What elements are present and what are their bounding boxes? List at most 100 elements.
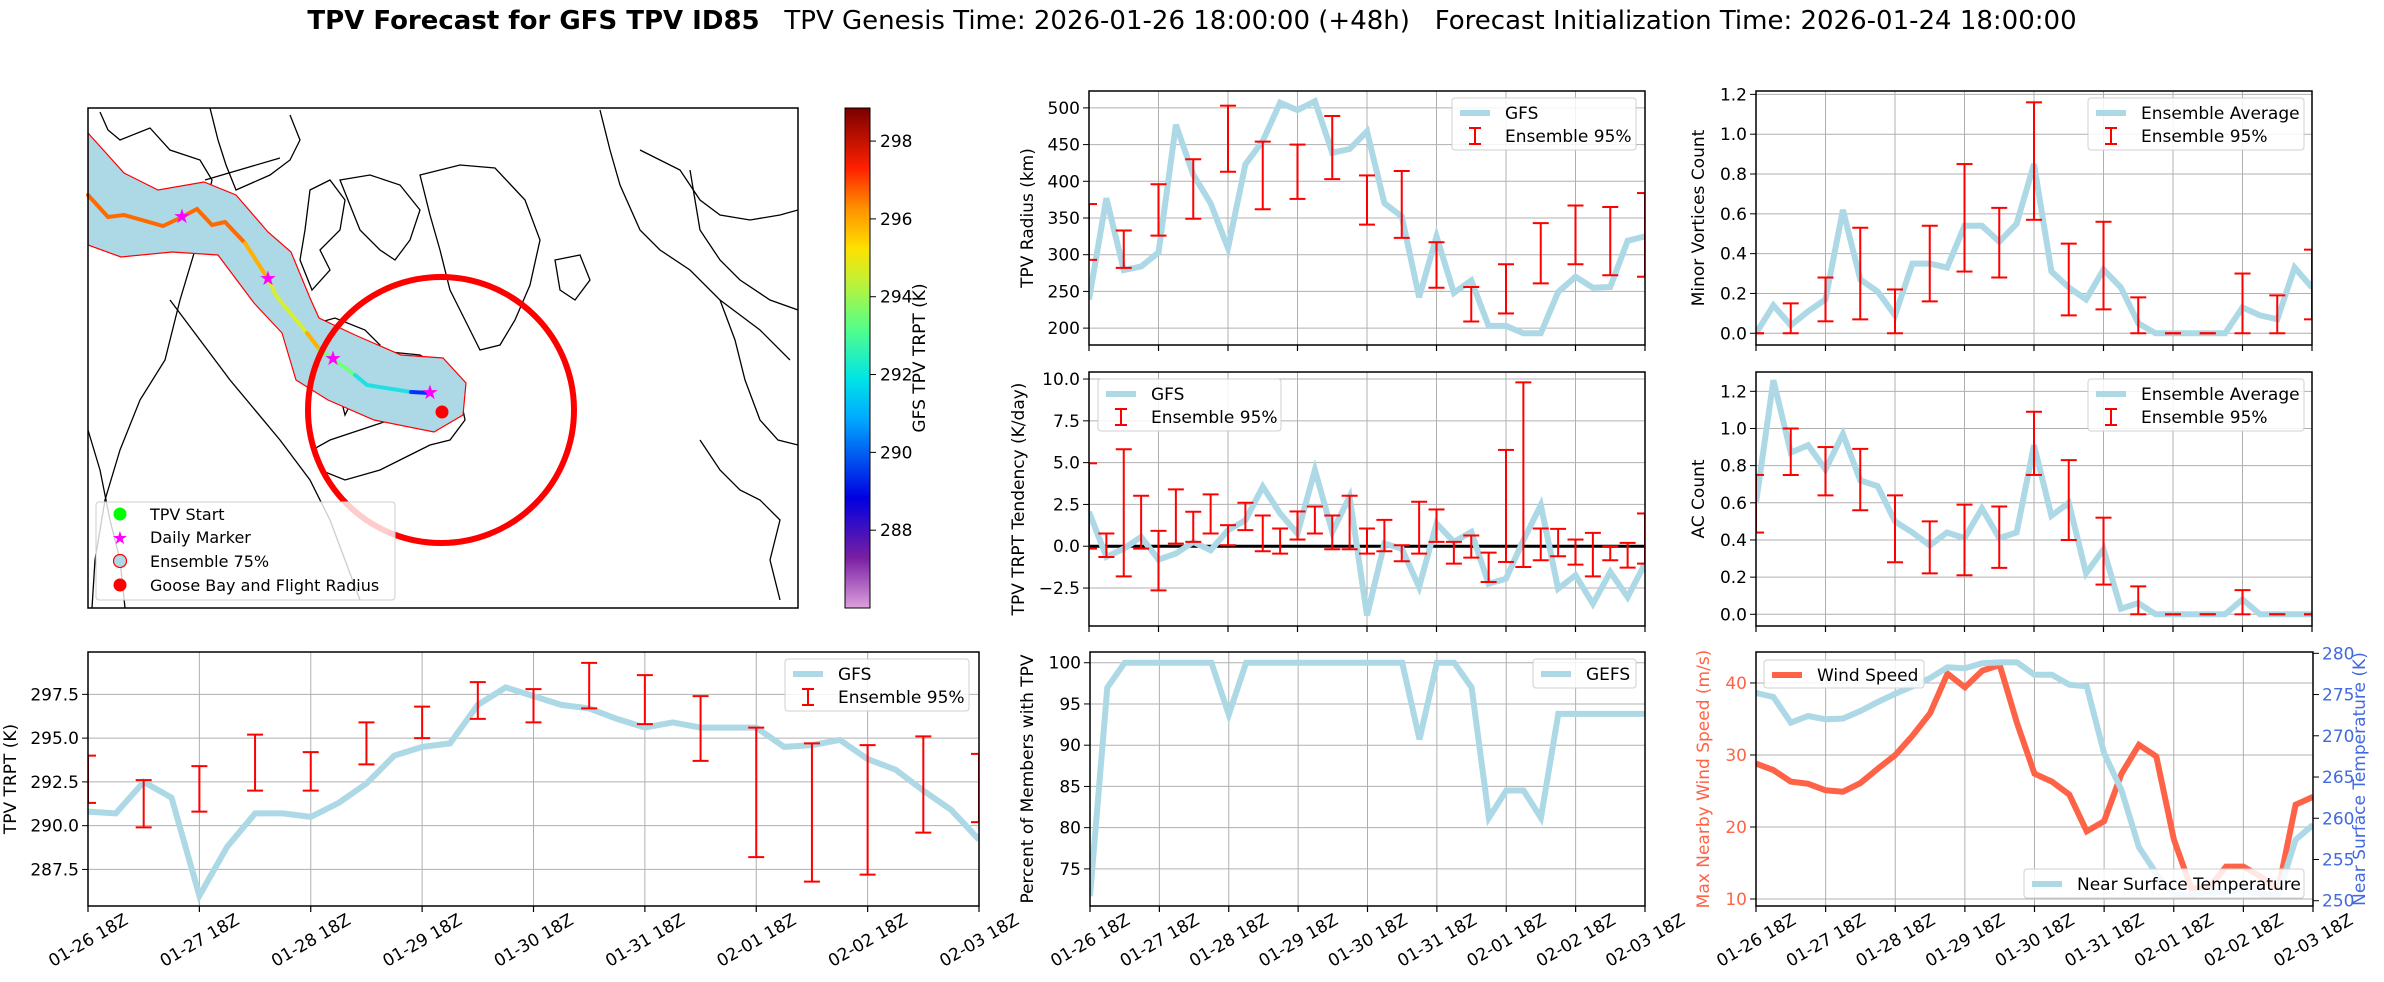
error-bar: [1167, 488, 1184, 545]
daily-marker-star: ★: [421, 380, 439, 404]
legend-label: Ensemble 95%: [1151, 408, 1278, 428]
x-tick-label: 02-03 18Z: [936, 910, 1022, 971]
y-tick-label: 0.2: [1720, 284, 1747, 304]
y2-tick-label: 280: [2322, 644, 2354, 664]
y-tick-label: 5.0: [1053, 454, 1080, 474]
legend-goose-bay-icon: [113, 578, 127, 592]
coastline: [554, 254, 591, 301]
y-axis-label: TPV TRPT Tendency (K/day): [1009, 383, 1029, 617]
y2-tick-label: 265: [2322, 768, 2354, 788]
x-tick-label: 01-26 18Z: [45, 910, 131, 971]
error-bar: [1817, 446, 1834, 497]
colorbar-tick-label: 288: [880, 521, 912, 541]
chart-minor: 0.0 0.2 0.4 0.6 0.8 1.0 1.2 Minor Vortices Coun…: [1689, 85, 2313, 351]
error-bar: [748, 726, 765, 859]
coastline: [419, 164, 541, 351]
legend: Ensemble Average Ensemble 95%: [2087, 378, 2305, 432]
legend-label: Near Surface Temperature: [2077, 875, 2301, 895]
error-bar: [1637, 192, 1645, 278]
y-tick-label: 287.5: [30, 860, 79, 880]
error-bar: [525, 688, 542, 724]
track-segment: [86, 193, 247, 245]
axes-frame: [1755, 371, 2313, 627]
x-tick-label: 01-28 18Z: [268, 910, 354, 971]
error-bar: [1185, 158, 1202, 220]
legend: GFS Ensemble 95%: [1451, 97, 1637, 151]
colorbar-gradient: [844, 107, 871, 609]
error-bar: [1532, 222, 1549, 285]
error-bar: [88, 754, 96, 804]
chart-radius: 200 250 300 350 400 450 500 TPV Radius (km) GFS E…: [1018, 90, 1646, 351]
legend-label: Daily Marker: [150, 528, 251, 547]
error-bar: [1463, 534, 1480, 559]
error-bar: [2130, 296, 2147, 335]
series-line-gfs: [1089, 97, 1645, 337]
coastline: [209, 108, 301, 191]
colorbar-label: GFS TPV TRPT (K): [910, 283, 930, 432]
error-bar: [1887, 494, 1903, 564]
y2-tick-label: 255: [2322, 850, 2354, 870]
error-bar: [636, 674, 653, 726]
legend-label: Wind Speed: [1817, 666, 1918, 686]
legend-star-icon: ★: [112, 528, 128, 549]
colorbar-tick-label: 298: [880, 132, 912, 152]
y-tick-label: 300: [1048, 246, 1080, 266]
y-tick-label: 10.0: [1042, 370, 1080, 390]
daily-marker-star: ★: [324, 346, 342, 370]
coastline: [699, 439, 781, 601]
error-bar: [2234, 272, 2251, 335]
error-bar: [1393, 170, 1410, 239]
error-bar: [915, 735, 932, 834]
y-tick-label: 40: [1725, 674, 1747, 694]
coastline: [599, 109, 798, 446]
error-bar: [1532, 527, 1549, 562]
legend-label: Goose Bay and Flight Radius: [150, 576, 379, 595]
x-tick-label: 01-30 18Z: [491, 910, 577, 971]
error-bar: [1567, 538, 1584, 566]
y-axis-label: TPV Radius (km): [1018, 148, 1038, 289]
track-segment: [353, 373, 413, 394]
goose-bay-marker: [435, 405, 449, 419]
error-bar: [358, 721, 375, 766]
y-tick-label: 0.0: [1053, 537, 1080, 557]
error-bar: [1098, 532, 1115, 558]
legend: GEFS: [1532, 658, 1637, 689]
track-segment: [266, 277, 309, 335]
error-bar: [247, 733, 264, 792]
axes-frame: [1755, 90, 2313, 346]
error-bar: [1289, 510, 1306, 541]
error-bar: [1393, 544, 1410, 563]
error-bar: [1782, 427, 1799, 476]
error-bar: [1324, 514, 1341, 551]
y-tick-label: 500: [1048, 99, 1080, 119]
y-tick-label: 80: [1059, 819, 1081, 839]
legend-box: [1532, 658, 1637, 689]
y-tick-label: 0.8: [1720, 165, 1747, 185]
daily-markers: ★ ★ ★ ★: [173, 204, 439, 404]
y-tick-label: 0.4: [1720, 245, 1747, 265]
error-bar: [1202, 493, 1219, 535]
legend-ensemble-icon: [112, 553, 128, 569]
error-bar: [2026, 410, 2042, 476]
error-bar: [302, 751, 319, 792]
y-axis-label: Percent of Members with TPV: [1018, 654, 1038, 903]
legend-label: Ensemble 95%: [1505, 127, 1632, 147]
error-bar: [1619, 541, 1636, 569]
y-axis-label: TPV TRPT (K): [1, 724, 21, 835]
error-bar: [1567, 204, 1584, 266]
error-bar: [859, 744, 876, 876]
y2-tick-label: 275: [2322, 686, 2354, 706]
y-axis-label: AC Count: [1689, 459, 1709, 538]
y-tick-label: 250: [1048, 282, 1080, 302]
error-bar: [971, 752, 979, 824]
error-bar: [1852, 226, 1869, 321]
track-map: ★ ★ ★ ★ ★ TPV Start Daily Marker Ensembl…: [86, 107, 799, 609]
error-bar: [2269, 294, 2286, 335]
y-tick-label: 90: [1059, 736, 1081, 756]
colorbar-tick-label: 290: [880, 443, 912, 463]
y-tick-label: 1.2: [1720, 382, 1747, 402]
coastline: [299, 179, 346, 292]
error-bar: [1133, 494, 1150, 550]
